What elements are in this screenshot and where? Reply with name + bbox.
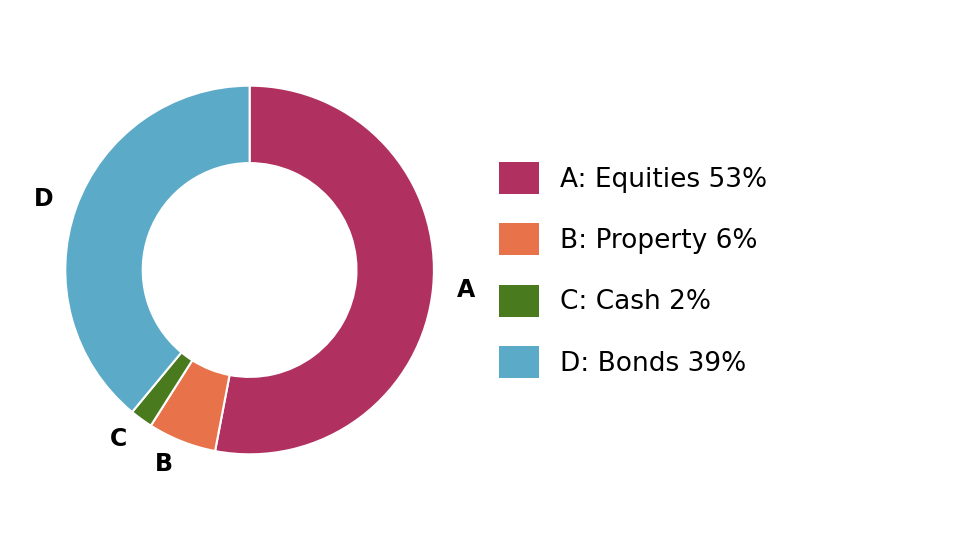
Text: A: A — [457, 278, 475, 302]
Wedge shape — [151, 360, 229, 451]
Text: D: D — [34, 187, 54, 212]
Text: C: C — [110, 427, 127, 450]
Legend: A: Equities 53%, B: Property 6%, C: Cash 2%, D: Bonds 39%: A: Equities 53%, B: Property 6%, C: Cash… — [499, 162, 767, 378]
Text: B: B — [155, 451, 173, 476]
Wedge shape — [132, 353, 192, 426]
Wedge shape — [215, 86, 434, 454]
Wedge shape — [65, 86, 250, 412]
